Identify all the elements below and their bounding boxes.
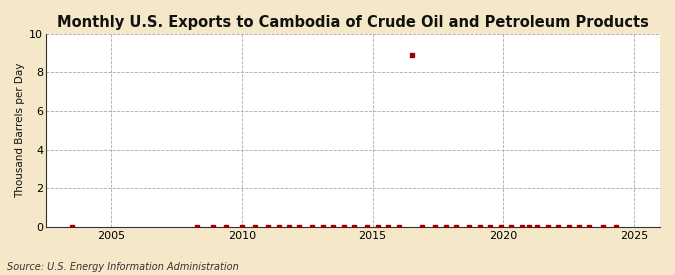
Title: Monthly U.S. Exports to Cambodia of Crude Oil and Petroleum Products: Monthly U.S. Exports to Cambodia of Crud… [57, 15, 649, 30]
Text: Source: U.S. Energy Information Administration: Source: U.S. Energy Information Administ… [7, 262, 238, 272]
Y-axis label: Thousand Barrels per Day: Thousand Barrels per Day [15, 63, 25, 198]
